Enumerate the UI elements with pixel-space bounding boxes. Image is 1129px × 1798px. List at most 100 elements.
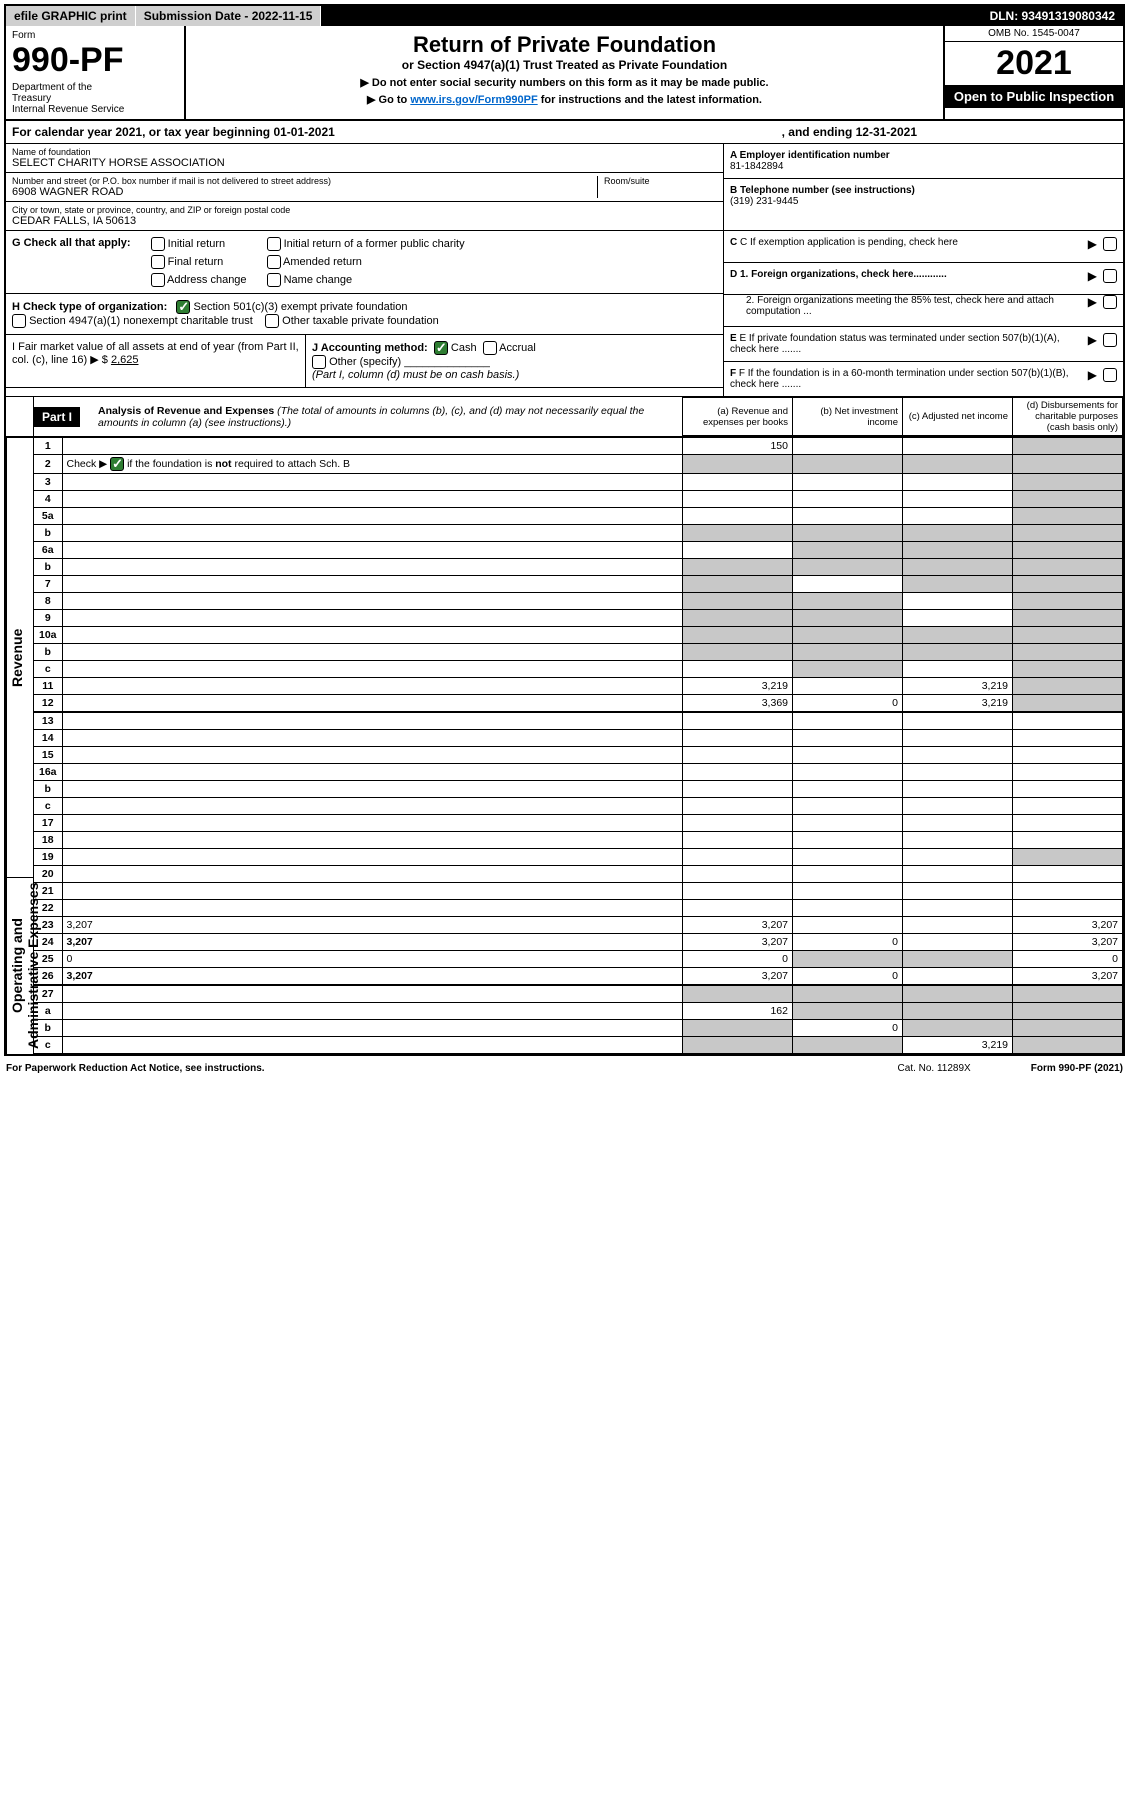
- expenses-table: 13141516abc171819202122233,2073,2073,207…: [34, 712, 1123, 985]
- side-labels: Revenue Operating and Administrative Exp…: [6, 437, 34, 1054]
- table-row: 243,2073,20703,207: [34, 934, 1123, 951]
- col-c: (c) Adjusted net income: [903, 398, 1013, 436]
- section-h: H Check type of organization: Section 50…: [6, 294, 723, 335]
- net-table: 27a162b0c3,219: [34, 985, 1123, 1054]
- irs-link[interactable]: www.irs.gov/Form990PF: [410, 94, 537, 106]
- part1-label: Part I: [34, 407, 80, 427]
- chk-accrual[interactable]: [483, 341, 497, 355]
- table-row: a162: [34, 1003, 1123, 1020]
- chk-other-method[interactable]: [312, 355, 326, 369]
- table-row: 2Check ▶ if the foundation is not requir…: [34, 455, 1123, 474]
- table-row: 27: [34, 986, 1123, 1003]
- top-bar: efile GRAPHIC print Submission Date - 20…: [6, 6, 1123, 26]
- revenue-label: Revenue: [6, 437, 34, 877]
- cat-no: Cat. No. 11289X: [898, 1063, 971, 1074]
- section-ij: I Fair market value of all assets at end…: [6, 335, 723, 388]
- table-row: 15: [34, 747, 1123, 764]
- chk-c[interactable]: [1103, 237, 1117, 251]
- chk-cash[interactable]: [434, 341, 448, 355]
- col-a: (a) Revenue and expenses per books: [683, 398, 793, 436]
- table-row: c: [34, 661, 1123, 678]
- chk-amended[interactable]: Amended return: [267, 255, 465, 269]
- table-row: 16a: [34, 764, 1123, 781]
- form-subtitle: or Section 4947(a)(1) Trust Treated as P…: [192, 58, 937, 72]
- section-i: I Fair market value of all assets at end…: [6, 335, 306, 387]
- table-row: 233,2073,2073,207: [34, 917, 1123, 934]
- main-table: Revenue Operating and Administrative Exp…: [6, 437, 1123, 1054]
- table-row: 14: [34, 730, 1123, 747]
- col-b: (b) Net investment income: [793, 398, 903, 436]
- chk-e[interactable]: [1103, 333, 1117, 347]
- form-ref: Form 990-PF (2021): [1031, 1063, 1123, 1074]
- identity-block: Name of foundation SELECT CHARITY HORSE …: [6, 144, 1123, 231]
- table-row: 18: [34, 832, 1123, 849]
- cal-end: , and ending 12-31-2021: [782, 125, 917, 139]
- omb-number: OMB No. 1545-0047: [945, 26, 1123, 42]
- table-row: b: [34, 559, 1123, 576]
- header-center: Return of Private Foundation or Section …: [186, 26, 943, 119]
- form-container: efile GRAPHIC print Submission Date - 20…: [4, 4, 1125, 1056]
- pra-notice: For Paperwork Reduction Act Notice, see …: [6, 1063, 265, 1074]
- table-row: 113,2193,219: [34, 678, 1123, 695]
- city-cell: City or town, state or province, country…: [6, 202, 723, 230]
- table-row: b0: [34, 1020, 1123, 1037]
- table-row: b: [34, 781, 1123, 798]
- table-row: 5a: [34, 508, 1123, 525]
- table-row: 21: [34, 883, 1123, 900]
- table-row: 123,36903,219: [34, 695, 1123, 712]
- table-row: b: [34, 525, 1123, 542]
- chk-other-tax[interactable]: [265, 314, 279, 328]
- chk-501c3[interactable]: [176, 300, 190, 314]
- header-left: Form 990-PF Department of theTreasuryInt…: [6, 26, 186, 119]
- form-note-2: ▶ Go to www.irs.gov/Form990PF for instru…: [192, 93, 937, 106]
- table-row: 25000: [34, 951, 1123, 968]
- form-word: Form: [12, 30, 178, 41]
- table-row: 22: [34, 900, 1123, 917]
- submission-date: Submission Date - 2022-11-15: [136, 6, 322, 26]
- cal-begin: For calendar year 2021, or tax year begi…: [12, 125, 335, 139]
- table-row: 8: [34, 593, 1123, 610]
- chk-address[interactable]: Address change: [151, 273, 247, 287]
- table-row: 4: [34, 491, 1123, 508]
- section-c: C C If exemption application is pending,…: [724, 231, 1123, 263]
- chk-f[interactable]: [1103, 368, 1117, 382]
- chk-initial[interactable]: Initial return: [151, 237, 247, 251]
- section-g: G Check all that apply: Initial return I…: [6, 231, 723, 294]
- footer: For Paperwork Reduction Act Notice, see …: [0, 1060, 1129, 1077]
- table-row: 10a: [34, 627, 1123, 644]
- table-row: 7: [34, 576, 1123, 593]
- expenses-label: Operating and Administrative Expenses: [6, 877, 34, 1054]
- form-number: 990-PF: [12, 41, 178, 80]
- section-d1: D 1. Foreign organizations, check here..…: [724, 263, 1123, 295]
- identity-right: A Employer identification number81-18428…: [723, 144, 1123, 230]
- chk-final[interactable]: Final return: [151, 255, 247, 269]
- table-row: 263,2073,20703,207: [34, 968, 1123, 985]
- chk-initial-former[interactable]: Initial return of a former public charit…: [267, 237, 465, 251]
- chk-4947[interactable]: [12, 314, 26, 328]
- address-cell: Number and street (or P.O. box number if…: [6, 173, 723, 202]
- table-row: 3: [34, 474, 1123, 491]
- chk-d2[interactable]: [1103, 295, 1117, 309]
- calendar-year-row: For calendar year 2021, or tax year begi…: [6, 121, 1123, 144]
- section-d2: 2. Foreign organizations meeting the 85%…: [724, 295, 1123, 327]
- section-f: F F If the foundation is in a 60-month t…: [724, 362, 1123, 396]
- form-header: Form 990-PF Department of theTreasuryInt…: [6, 26, 1123, 121]
- section-e: E E If private foundation status was ter…: [724, 327, 1123, 362]
- check-section: G Check all that apply: Initial return I…: [6, 231, 1123, 397]
- identity-left: Name of foundation SELECT CHARITY HORSE …: [6, 144, 723, 230]
- dln: DLN: 93491319080342: [982, 6, 1123, 26]
- form-note-1: ▶ Do not enter social security numbers o…: [192, 76, 937, 89]
- phone-cell: B Telephone number (see instructions)(31…: [724, 179, 1123, 213]
- dept-treasury: Department of theTreasuryInternal Revenu…: [12, 82, 178, 115]
- table-row: 20: [34, 866, 1123, 883]
- table-row: 1150: [34, 438, 1123, 455]
- table-row: 9: [34, 610, 1123, 627]
- efile-badge[interactable]: efile GRAPHIC print: [6, 6, 136, 26]
- ein-cell: A Employer identification number81-18428…: [724, 144, 1123, 179]
- chk-name[interactable]: Name change: [267, 273, 465, 287]
- table-row: 13: [34, 713, 1123, 730]
- header-right: OMB No. 1545-0047 2021 Open to Public In…: [943, 26, 1123, 119]
- chk-d1[interactable]: [1103, 269, 1117, 283]
- table-row: c3,219: [34, 1037, 1123, 1054]
- revenue-table: 11502Check ▶ if the foundation is not re…: [34, 437, 1123, 712]
